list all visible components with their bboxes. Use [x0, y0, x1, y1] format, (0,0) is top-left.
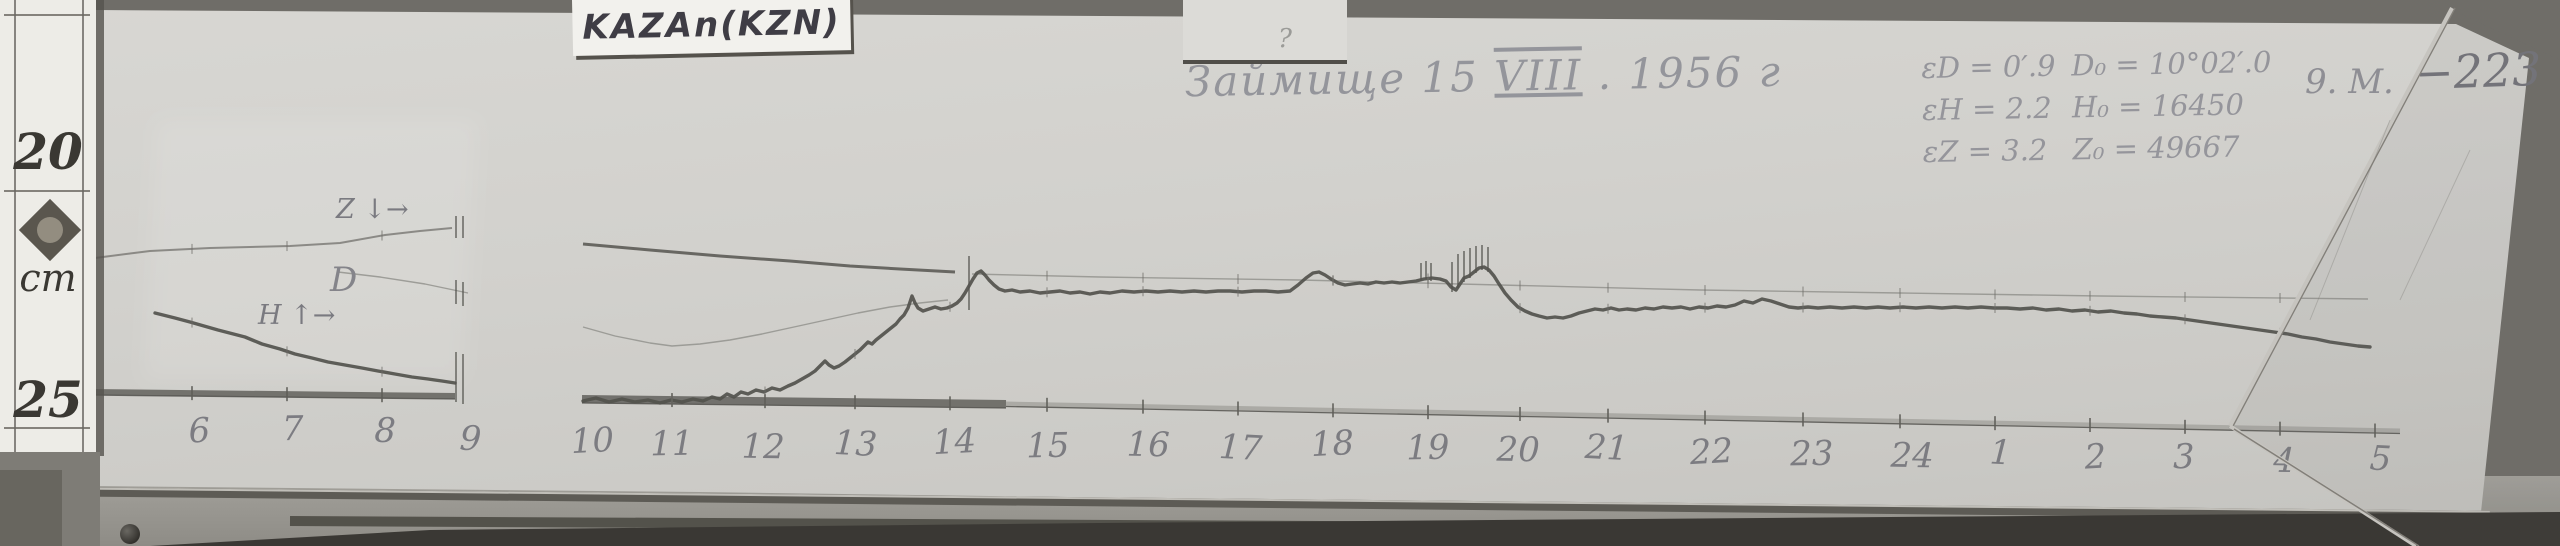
trace-Z-dark	[582, 242, 956, 274]
paper-tab	[1183, 0, 1347, 64]
hour-label: 17	[1218, 427, 1264, 469]
scratch-line	[2399, 149, 2471, 301]
hour-label: 14	[932, 421, 977, 463]
ruler-strip: 20 cm 25	[0, 0, 96, 452]
scratch-line	[2309, 119, 2391, 321]
knob	[120, 524, 140, 544]
hour-label: 18	[1310, 423, 1355, 465]
ruler-20-label: 20	[13, 122, 83, 181]
hour-label: 19	[1406, 428, 1450, 469]
hour-label: 23	[1789, 434, 1834, 475]
ruler-divider	[4, 190, 90, 192]
hour-label: 13	[833, 423, 878, 465]
trace-Z-faint	[971, 273, 2369, 300]
hour-label: 3	[2173, 437, 2195, 477]
glass-edge-shadow	[2232, 7, 2456, 427]
hour-label: 21	[1583, 427, 1629, 469]
ruler-border-right	[82, 0, 84, 452]
hour-label: 2	[2083, 436, 2108, 477]
hour-label: 5	[2369, 438, 2393, 479]
glass-edge	[2228, 7, 2454, 427]
hour-label: 15	[1026, 426, 1070, 467]
hour-label: 1	[1989, 432, 2013, 473]
ruler-divider	[4, 14, 90, 16]
ruler-cm-label: cm	[19, 256, 77, 300]
trace-H-left	[153, 311, 457, 385]
trace-H-main	[581, 265, 2372, 405]
hour-label: 6	[188, 410, 212, 451]
hour-label: 16	[1126, 425, 1170, 466]
trace-Z-left	[94, 227, 453, 259]
time-baseline	[87, 389, 456, 399]
ruler-border-left	[14, 0, 16, 452]
hour-label: 8	[374, 411, 396, 451]
hour-label: 7	[282, 409, 305, 449]
hour-label: 20	[1495, 430, 1540, 471]
z-trace-label: Z ↓→	[336, 194, 409, 225]
ruler-divider	[4, 427, 90, 429]
glass-edge-lower-shadow	[2233, 428, 2420, 546]
trace-D-faint	[582, 299, 949, 347]
trace-D-left	[337, 271, 469, 294]
ruler-25-label: 25	[13, 370, 83, 429]
ruler-bottom-dark-block	[0, 470, 62, 546]
tab-mark: ?	[1278, 24, 1292, 54]
h-trace-label: H ↑→	[258, 300, 336, 331]
hour-label: 11	[650, 424, 694, 465]
time-baseline-hairline	[581, 402, 1007, 409]
hour-label: 22	[1688, 431, 1734, 473]
hour-label: 24	[1889, 436, 1934, 477]
d-trace-label: D	[330, 260, 358, 300]
hour-label: 12	[741, 427, 785, 468]
hour-label: 10	[570, 420, 615, 462]
time-baseline-hairline	[87, 394, 456, 400]
observer-initials: 9. М.	[2305, 62, 2394, 102]
hour-label: 9	[459, 418, 483, 459]
